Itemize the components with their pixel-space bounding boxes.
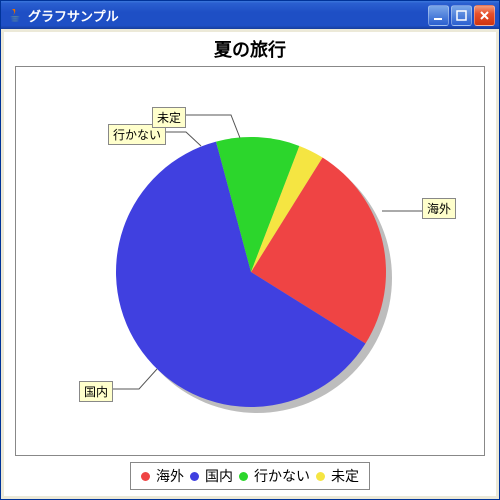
callout-line-3 (181, 115, 240, 138)
plot-area: 海外国内行かない未定 (15, 66, 485, 456)
callout-label-1: 国内 (79, 381, 113, 402)
titlebar[interactable]: グラフサンプル (1, 1, 499, 29)
legend-swatch-3 (316, 472, 325, 481)
legend-label-2: 行かない (254, 466, 310, 486)
legend-swatch-0 (141, 472, 150, 481)
legend: 海外 国内 行かない 未定 (130, 462, 370, 490)
legend-label-1: 国内 (205, 466, 233, 486)
callout-label-0: 海外 (422, 198, 456, 219)
java-icon (7, 7, 23, 23)
app-window: グラフサンプル 夏の旅行 海外国内行かない未定 海外国内行かない未定 (0, 0, 500, 500)
legend-label-3: 未定 (331, 466, 359, 486)
legend-swatch-1 (190, 472, 199, 481)
window-title: グラフサンプル (28, 6, 428, 25)
minimize-button[interactable] (428, 5, 449, 26)
legend-swatch-2 (239, 472, 248, 481)
window-buttons (428, 5, 495, 26)
content-area: 夏の旅行 海外国内行かない未定 海外国内行かない未定 (4, 32, 496, 496)
maximize-button[interactable] (451, 5, 472, 26)
callout-line-1 (109, 369, 157, 389)
chart-title: 夏の旅行 (214, 36, 286, 62)
legend-label-0: 海外 (156, 466, 184, 486)
close-button[interactable] (474, 5, 495, 26)
callout-label-3: 未定 (152, 107, 186, 128)
